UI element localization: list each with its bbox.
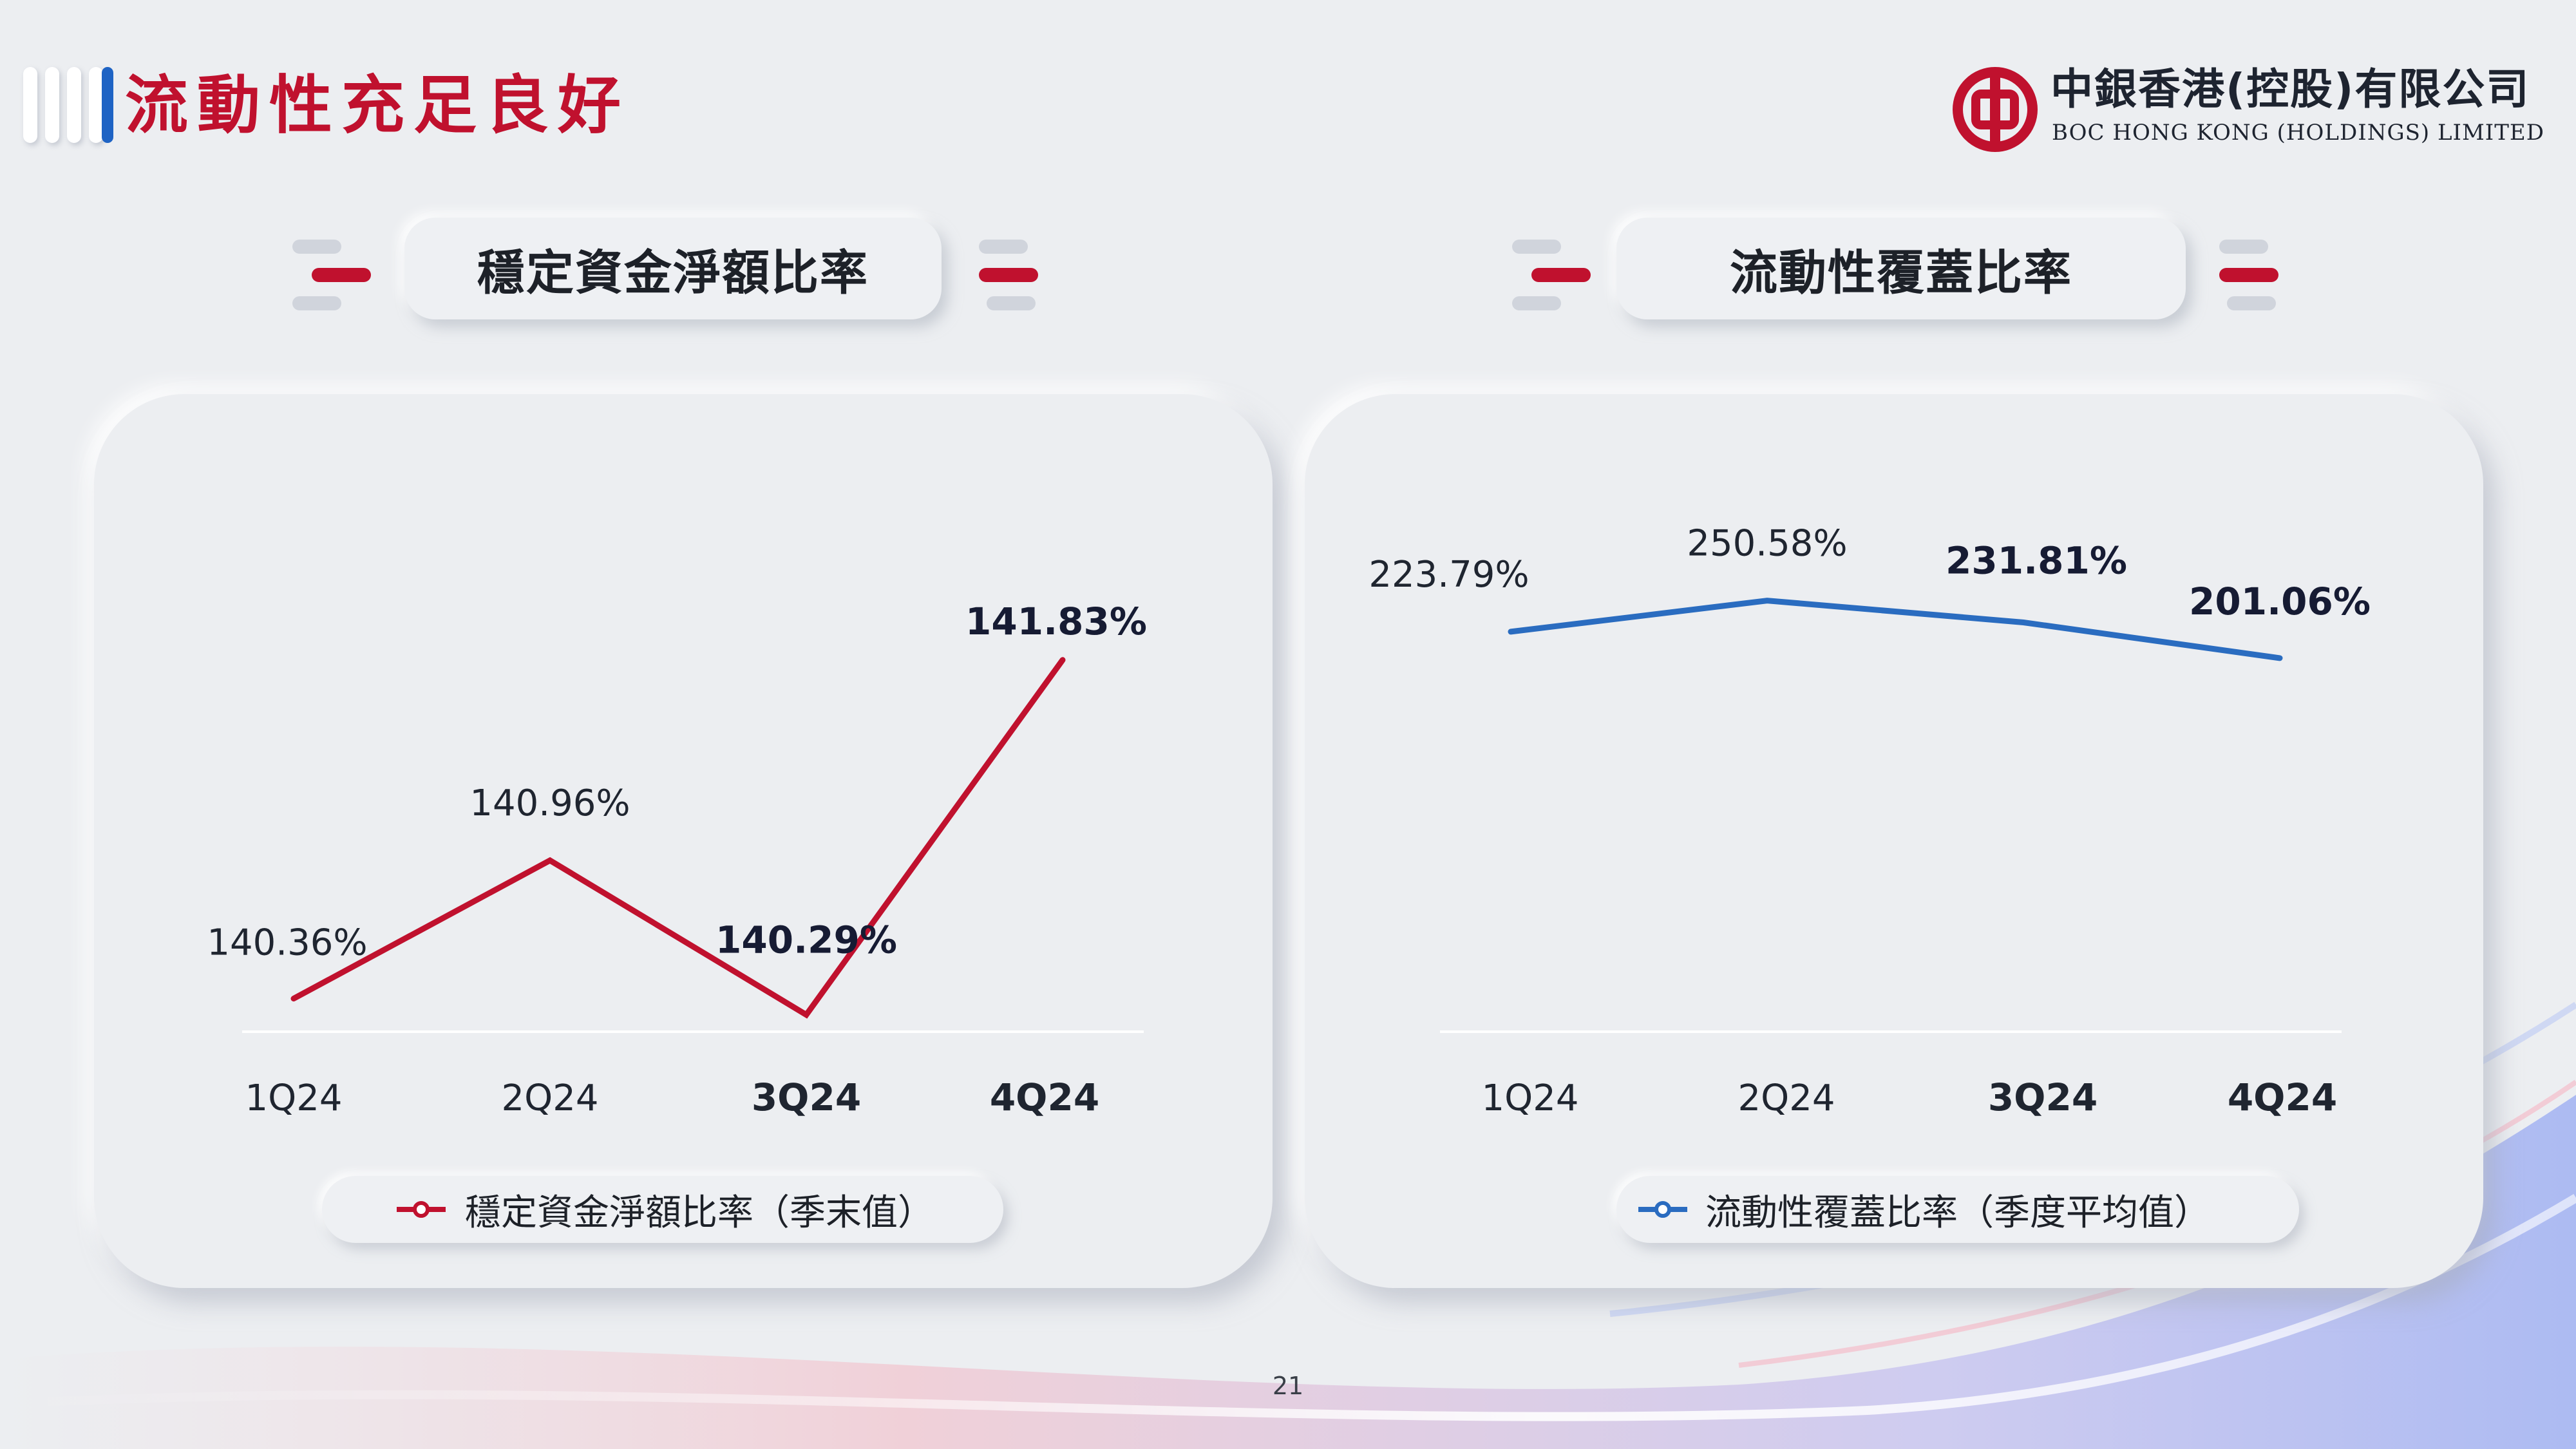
x-tick-2q24: 2Q24 xyxy=(1738,1077,1835,1119)
data-label-1q24: 140.36% xyxy=(207,922,367,964)
right-title-deco-right xyxy=(2211,227,2294,323)
lcr-legend-label: 流動性覆蓋比率（季度平均值） xyxy=(1705,1191,2210,1234)
data-label-1q24: 223.79% xyxy=(1368,554,1529,596)
page-number: 21 xyxy=(1272,1372,1304,1400)
left-title-deco-left xyxy=(289,227,371,323)
x-tick-4q24: 4Q24 xyxy=(2228,1075,2337,1119)
nsfr-chart-card: 140.36% 140.96% 140.29% 141.83% 1Q24 2Q24 3Q24… xyxy=(94,394,1273,1288)
series-line xyxy=(290,657,1066,1019)
data-label-2q24: 140.96% xyxy=(469,782,630,824)
x-tick-4q24: 4Q24 xyxy=(990,1075,1099,1119)
section-title-nsfr: 穩定資金淨額比率 xyxy=(404,218,942,319)
nsfr-legend-label: 穩定資金淨額比率（季末值） xyxy=(465,1191,934,1234)
company-name-en: BOC HONG KONG (HOLDINGS) LIMITED xyxy=(2052,120,2544,146)
red-line-marker-icon xyxy=(397,1201,446,1218)
series-line xyxy=(1508,598,2283,661)
data-label-3q24: 140.29% xyxy=(715,918,897,962)
nsfr-line-chart: 140.36% 140.96% 140.29% 141.83% 1Q24 2Q24 3Q24… xyxy=(207,600,1147,1119)
section-title-lcr: 流動性覆蓋比率 xyxy=(1616,218,2186,319)
x-tick-1q24: 1Q24 xyxy=(1482,1077,1579,1119)
data-label-3q24: 231.81% xyxy=(1946,539,2127,583)
data-label-4q24: 201.06% xyxy=(2189,580,2371,623)
lcr-chart-card: 223.79% 250.58% 231.81% 201.06% 1Q24 2Q24 3Q24… xyxy=(1305,394,2483,1288)
right-title-deco-left xyxy=(1508,227,1591,323)
x-tick-2q24: 2Q24 xyxy=(502,1077,599,1119)
x-tick-3q24: 3Q24 xyxy=(752,1075,861,1119)
x-tick-1q24: 1Q24 xyxy=(245,1077,343,1119)
lcr-legend: 流動性覆蓋比率（季度平均值） xyxy=(1616,1176,2299,1243)
data-label-4q24: 141.83% xyxy=(965,600,1147,643)
page-title: 流動性充足良好 xyxy=(125,69,630,142)
nsfr-legend: 穩定資金淨額比率（季末值） xyxy=(322,1176,1003,1243)
lcr-line-chart: 223.79% 250.58% 231.81% 201.06% 1Q24 2Q24 3Q24… xyxy=(1368,523,2371,1119)
data-label-2q24: 250.58% xyxy=(1687,523,1847,565)
boc-logo-icon xyxy=(1953,67,2038,152)
blue-line-marker-icon xyxy=(1638,1201,1687,1218)
left-title-deco-right xyxy=(971,227,1054,323)
company-name-cn: 中銀香港(控股)有限公司 xyxy=(2050,64,2530,114)
title-decoration xyxy=(23,67,113,143)
x-tick-3q24: 3Q24 xyxy=(1988,1075,2098,1119)
